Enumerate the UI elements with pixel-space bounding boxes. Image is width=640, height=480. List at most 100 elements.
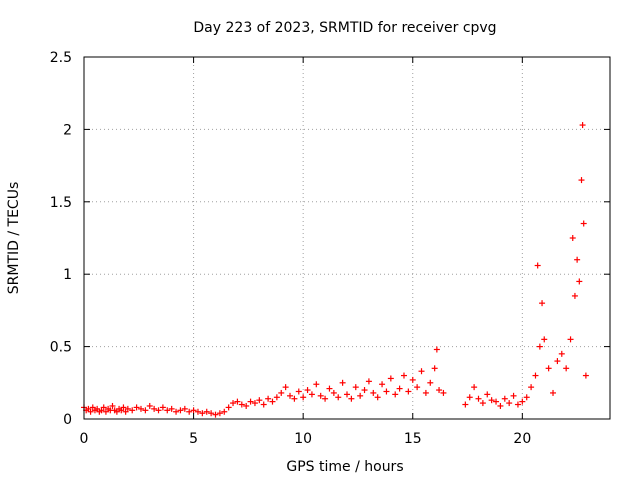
- data-point: [475, 395, 482, 402]
- data-point: [532, 372, 539, 379]
- data-point: [528, 384, 535, 391]
- data-point: [164, 407, 171, 414]
- data-point: [541, 336, 548, 343]
- data-point: [177, 407, 184, 414]
- axis-ticks: [83, 56, 610, 420]
- data-point: [493, 398, 500, 405]
- data-point: [300, 394, 307, 401]
- y-tick-label: 2: [63, 122, 72, 138]
- x-tick-label: 5: [189, 431, 198, 447]
- x-tick-label: 0: [80, 431, 89, 447]
- data-point: [514, 401, 521, 408]
- data-point: [352, 384, 359, 391]
- y-tick-label: 0.5: [50, 340, 72, 356]
- tick-labels: 0 5 10 15 20 0 0.5 1 1.5 2 2.5: [50, 50, 532, 447]
- data-point: [190, 407, 197, 414]
- data-point: [339, 379, 346, 386]
- data-point: [357, 392, 364, 399]
- data-point: [304, 387, 311, 394]
- data-point: [186, 408, 193, 415]
- data-point: [571, 292, 578, 299]
- data-point: [427, 379, 434, 386]
- data-point: [194, 408, 201, 415]
- y-tick-label: 1.5: [50, 195, 72, 211]
- data-point: [466, 394, 473, 401]
- data-point: [539, 300, 546, 307]
- data-point: [462, 401, 469, 408]
- data-point: [278, 389, 285, 396]
- x-axis-label: GPS time / hours: [286, 459, 403, 475]
- data-point: [87, 408, 94, 415]
- data-point: [269, 398, 276, 405]
- data-point: [146, 402, 153, 409]
- data-point: [578, 177, 585, 184]
- data-point: [554, 358, 561, 365]
- data-point: [545, 365, 552, 372]
- data-point: [409, 376, 416, 383]
- data-point: [536, 343, 543, 350]
- data-point: [133, 404, 140, 411]
- data-point: [273, 394, 280, 401]
- chart-title: Day 223 of 2023, SRMTID for receiver cpv…: [193, 20, 496, 36]
- data-point: [234, 398, 241, 405]
- data-point: [567, 336, 574, 343]
- data-point: [414, 384, 421, 391]
- data-point: [519, 398, 526, 405]
- data-point: [129, 407, 136, 414]
- data-point: [335, 394, 342, 401]
- data-point: [295, 388, 302, 395]
- data-point: [534, 262, 541, 269]
- data-point: [203, 408, 210, 415]
- data-point: [251, 400, 258, 407]
- data-point: [488, 397, 495, 404]
- data-point: [326, 385, 333, 392]
- x-tick-label: 15: [404, 431, 422, 447]
- data-point: [348, 395, 355, 402]
- data-point: [497, 402, 504, 409]
- data-point: [422, 389, 429, 396]
- y-tick-label: 1: [63, 267, 72, 283]
- data-point: [506, 400, 513, 407]
- data-point: [238, 401, 245, 408]
- data-point: [582, 372, 589, 379]
- data-point: [142, 407, 149, 414]
- data-points: [81, 122, 589, 418]
- data-point: [199, 410, 206, 417]
- data-point: [574, 256, 581, 263]
- data-point: [317, 392, 324, 399]
- data-point: [365, 378, 372, 385]
- data-point: [247, 398, 254, 405]
- data-point: [405, 388, 412, 395]
- data-point: [256, 397, 263, 404]
- data-point: [479, 400, 486, 407]
- data-point: [221, 408, 228, 415]
- data-point: [230, 400, 237, 407]
- data-point: [433, 346, 440, 353]
- data-point: [168, 405, 175, 412]
- data-point: [124, 405, 131, 412]
- data-point: [282, 384, 289, 391]
- data-point: [308, 391, 315, 398]
- data-point: [370, 389, 377, 396]
- data-point: [173, 408, 180, 415]
- data-point: [576, 278, 583, 285]
- data-point: [313, 381, 320, 388]
- y-tick-label: 2.5: [50, 50, 72, 66]
- data-point: [291, 395, 298, 402]
- data-point: [400, 372, 407, 379]
- data-point: [322, 395, 329, 402]
- data-point: [501, 395, 508, 402]
- data-point: [569, 235, 576, 241]
- data-point: [243, 402, 250, 409]
- data-point: [260, 401, 267, 408]
- data-point: [392, 391, 399, 398]
- data-point: [579, 122, 586, 129]
- data-point: [436, 387, 443, 394]
- data-point: [580, 220, 587, 227]
- data-point: [510, 392, 517, 399]
- data-point: [181, 405, 188, 412]
- data-point: [383, 388, 390, 395]
- data-point: [471, 384, 478, 391]
- data-point: [361, 387, 368, 394]
